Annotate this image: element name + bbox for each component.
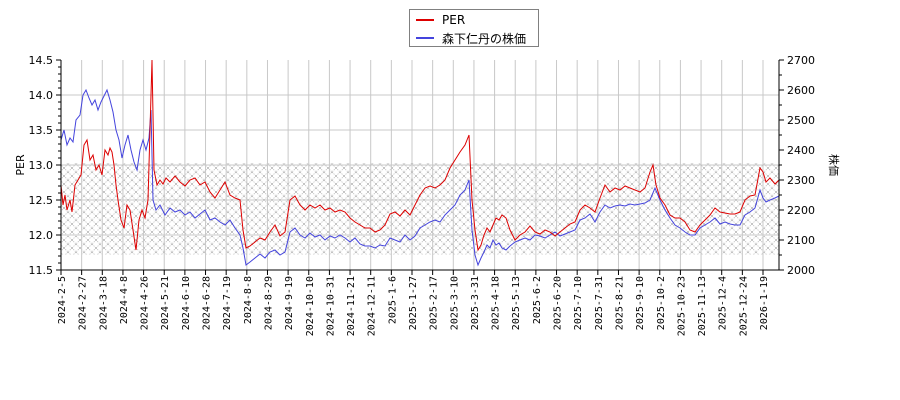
right-tick-label: 2600	[787, 84, 815, 97]
price-swatch-icon	[416, 37, 434, 39]
x-tick-label: 2024-8-8	[243, 276, 254, 324]
x-tick-label: 2025-8-21	[614, 276, 625, 330]
legend-label-per: PER	[442, 13, 466, 27]
left-tick-label: 14.0	[29, 89, 54, 102]
x-tick-label: 2024-6-10	[181, 276, 192, 330]
x-tick-label: 2025-10-23	[676, 276, 687, 336]
left-tick-label: 13.5	[29, 124, 54, 137]
x-tick-label: 2025-12-4	[718, 276, 729, 330]
x-tick-label: 2025-12-24	[738, 276, 749, 336]
right-tick-label: 2100	[787, 234, 815, 247]
x-tick-label: 2024-8-29	[263, 276, 274, 330]
right-tick-label: 2000	[787, 264, 815, 277]
right-y-ticks: 2700 2600 2500 2400 2300 2200 2100 2000	[779, 54, 815, 277]
left-tick-label: 11.5	[29, 264, 54, 277]
x-tick-label: 2025-1-6	[387, 276, 398, 324]
right-axis-title: 株価	[827, 154, 841, 176]
x-tick-label: 2024-4-8	[119, 276, 130, 324]
gridlines	[61, 60, 779, 270]
price-line	[61, 88, 779, 267]
x-tick-label: 2024-2-27	[78, 276, 89, 330]
x-tick-label: 2025-5-13	[511, 276, 522, 330]
right-tick-label: 2300	[787, 174, 815, 187]
x-tick-label: 2025-7-31	[594, 276, 605, 330]
left-tick-label: 12.5	[29, 194, 54, 207]
x-tick-label: 2025-1-27	[408, 276, 419, 330]
x-tick-label: 2024-10-10	[305, 276, 316, 336]
x-tick-label: 2024-9-19	[284, 276, 295, 330]
left-tick-label: 12.0	[29, 229, 54, 242]
x-tick-label: 2025-6-2	[532, 276, 543, 324]
per-line	[61, 60, 779, 252]
right-tick-label: 2400	[787, 144, 815, 157]
x-tick-label: 2025-3-10	[449, 276, 460, 330]
x-tick-label: 2025-3-31	[470, 276, 481, 330]
x-tick-label: 2026-1-19	[759, 276, 770, 330]
x-tick-label: 2025-4-18	[491, 276, 502, 330]
x-tick-label: 2024-7-19	[222, 276, 233, 330]
left-tick-label: 14.5	[29, 54, 54, 67]
per-swatch-icon	[416, 19, 434, 21]
legend-item-per: PER	[416, 12, 465, 28]
x-tick-label: 2024-5-21	[160, 276, 171, 330]
left-axis-title: PER	[14, 154, 27, 176]
legend: PER 森下仁丹の株価	[409, 9, 539, 47]
left-y-ticks: 14.5 14.0 13.5 13.0 12.5 12.0 11.5	[29, 54, 61, 277]
legend-label-price: 森下仁丹の株価	[442, 31, 527, 46]
right-tick-label: 2700	[787, 54, 815, 67]
x-tick-label: 2025-9-10	[635, 276, 646, 330]
x-ticks: 2024-2-5 2024-2-27 2024-3-18 2024-4-8 2024-4…	[57, 270, 770, 336]
x-tick-label: 2025-2-17	[429, 276, 440, 330]
x-tick-label: 2024-3-18	[98, 276, 109, 330]
x-tick-label: 2025-11-13	[697, 276, 708, 336]
x-tick-label: 2024-12-11	[367, 276, 378, 336]
x-tick-label: 2025-6-20	[553, 276, 564, 330]
x-tick-label: 2024-4-26	[140, 276, 151, 330]
x-tick-label: 2024-2-5	[57, 276, 68, 324]
x-tick-label: 2025-10-2	[656, 276, 667, 330]
right-tick-label: 2500	[787, 114, 815, 127]
x-tick-label: 2024-6-28	[202, 276, 213, 330]
legend-item-price: 森下仁丹の株価	[416, 30, 526, 46]
left-tick-label: 13.0	[29, 159, 54, 172]
x-tick-label: 2024-11-21	[346, 276, 357, 336]
x-tick-label: 2025-7-10	[573, 276, 584, 330]
x-tick-label: 2024-10-31	[325, 276, 336, 336]
right-tick-label: 2200	[787, 204, 815, 217]
